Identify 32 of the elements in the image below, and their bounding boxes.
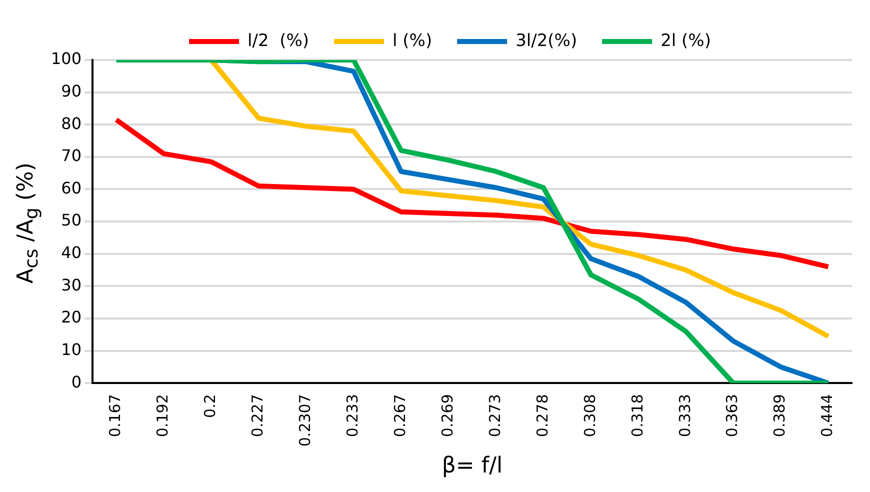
- legend-label: 2l (%): [660, 30, 711, 51]
- y-tick-label: 80: [61, 114, 82, 133]
- x-tick-label: 0.267: [390, 394, 409, 438]
- x-tick-label: 0.318: [628, 394, 646, 438]
- y-tick-label: 10: [61, 340, 82, 359]
- y-tick-label: 100: [50, 49, 82, 68]
- y-tick-label: 30: [61, 275, 82, 294]
- y-tick-label: 70: [61, 146, 82, 166]
- legend-label: l (%): [392, 30, 432, 51]
- y-tick-label: 0: [71, 372, 82, 392]
- x-tick-label: 0.333: [676, 394, 694, 438]
- x-tick-label: 0.363: [723, 394, 742, 438]
- x-tick-label: 0.2307: [296, 394, 314, 447]
- y-tick-label: 40: [61, 243, 82, 262]
- x-tick-label: 0.389: [770, 394, 789, 438]
- x-tick-label: 0.273: [486, 394, 504, 438]
- y-tick-label: 20: [61, 308, 82, 327]
- x-tick-label: 0.269: [438, 394, 456, 438]
- x-tick-label: 0.233: [343, 394, 362, 438]
- x-tick-label: 0.444: [818, 394, 836, 438]
- x-axis-title: β= f/l: [442, 454, 503, 479]
- x-tick-label: 0.2: [201, 394, 220, 418]
- x-tick-label: 0.278: [533, 394, 552, 438]
- y-tick-label: 90: [61, 81, 82, 100]
- legend-label: l/2 (%): [248, 30, 310, 51]
- x-tick-label: 0.308: [580, 394, 599, 438]
- x-tick-label: 0.192: [154, 394, 172, 438]
- x-tick-label: 0.167: [106, 394, 124, 438]
- x-tick-label: 0.227: [248, 394, 267, 438]
- legend-label: 3l/2(%): [516, 30, 578, 51]
- y-tick-label: 60: [61, 178, 82, 198]
- y-tick-label: 50: [61, 210, 82, 230]
